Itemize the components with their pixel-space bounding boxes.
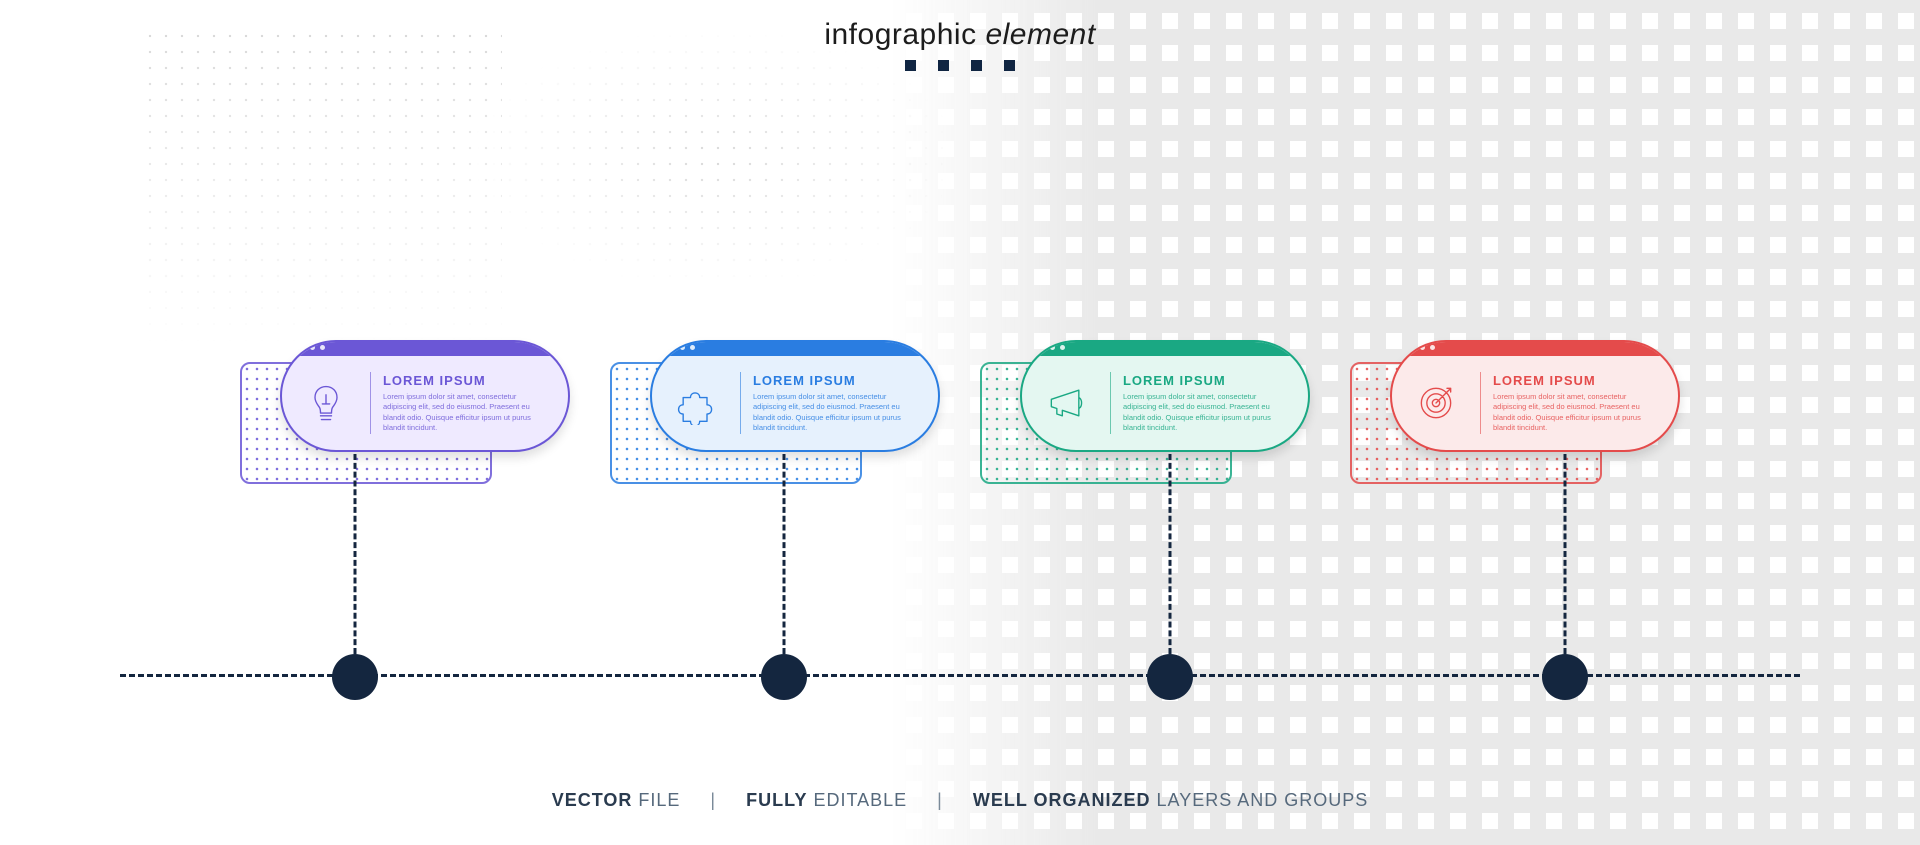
step-text: LOREM IPSUM Lorem ipsum dolor sit amet, c…: [383, 373, 550, 433]
footer-light: EDITABLE: [813, 790, 907, 810]
title-italic: element: [985, 18, 1095, 51]
timeline-connector: [354, 454, 357, 654]
step-card: LOREM IPSUM Lorem ipsum dolor sit amet, c…: [240, 340, 570, 490]
lightbulb-icon: [294, 371, 358, 435]
page-title: infographic element: [0, 18, 1920, 52]
window-dots: [1410, 345, 1435, 350]
footer-bold: VECTOR: [552, 790, 633, 810]
window-dots: [670, 345, 695, 350]
timeline-node: [761, 654, 807, 700]
footer-tags: VECTOR FILE | FULLY EDITABLE | WELL ORGANIZE…: [0, 790, 1920, 811]
step-body: LOREM IPSUM Lorem ipsum dolor sit amet, c…: [652, 356, 938, 450]
page-header: infographic element: [0, 18, 1920, 71]
step-pill: LOREM IPSUM Lorem ipsum dolor sit amet, c…: [1020, 340, 1310, 452]
step-pill: LOREM IPSUM Lorem ipsum dolor sit amet, c…: [1390, 340, 1680, 452]
step-desc: Lorem ipsum dolor sit amet, consectetur …: [753, 392, 920, 433]
timeline-node: [1542, 654, 1588, 700]
step-card: LOREM IPSUM Lorem ipsum dolor sit amet, c…: [980, 340, 1310, 490]
step-label: LOREM IPSUM: [753, 373, 920, 388]
step-pill: LOREM IPSUM Lorem ipsum dolor sit amet, c…: [280, 340, 570, 452]
steps-row: LOREM IPSUM Lorem ipsum dolor sit amet, c…: [0, 340, 1920, 490]
step-desc: Lorem ipsum dolor sit amet, consectetur …: [1493, 392, 1660, 433]
title-plain: infographic: [824, 18, 976, 51]
step-body: LOREM IPSUM Lorem ipsum dolor sit amet, c…: [1392, 356, 1678, 450]
footer-light: FILE: [638, 790, 680, 810]
step-text: LOREM IPSUM Lorem ipsum dolor sit amet, c…: [753, 373, 920, 433]
step-text: LOREM IPSUM Lorem ipsum dolor sit amet, c…: [1123, 373, 1290, 433]
step-card: LOREM IPSUM Lorem ipsum dolor sit amet, c…: [1350, 340, 1680, 490]
step-label: LOREM IPSUM: [1493, 373, 1660, 388]
footer-light: LAYERS AND GROUPS: [1157, 790, 1369, 810]
step-card: LOREM IPSUM Lorem ipsum dolor sit amet, c…: [610, 340, 940, 490]
step-desc: Lorem ipsum dolor sit amet, consectetur …: [383, 392, 550, 433]
step-text: LOREM IPSUM Lorem ipsum dolor sit amet, c…: [1493, 373, 1660, 433]
window-dots: [300, 345, 325, 350]
timeline-connector: [782, 454, 785, 654]
footer-separator: |: [937, 790, 943, 810]
timeline-line: [120, 674, 1800, 677]
step-label: LOREM IPSUM: [383, 373, 550, 388]
footer-separator: |: [710, 790, 716, 810]
target-icon: [1404, 371, 1468, 435]
footer-bold: WELL ORGANIZED: [973, 790, 1151, 810]
step-divider: [1110, 372, 1111, 434]
step-divider: [1480, 372, 1481, 434]
title-decor-dots: [0, 60, 1920, 71]
timeline-node: [332, 654, 378, 700]
megaphone-icon: [1034, 371, 1098, 435]
step-divider: [370, 372, 371, 434]
background-dots: [142, 28, 502, 348]
step-body: LOREM IPSUM Lorem ipsum dolor sit amet, c…: [1022, 356, 1308, 450]
timeline-node: [1147, 654, 1193, 700]
step-pill: LOREM IPSUM Lorem ipsum dolor sit amet, c…: [650, 340, 940, 452]
window-dots: [1040, 345, 1065, 350]
timeline-connector: [1563, 454, 1566, 654]
timeline-connector: [1169, 454, 1172, 654]
step-divider: [740, 372, 741, 434]
footer-bold: FULLY: [746, 790, 807, 810]
puzzle-icon: [664, 371, 728, 435]
step-label: LOREM IPSUM: [1123, 373, 1290, 388]
step-desc: Lorem ipsum dolor sit amet, consectetur …: [1123, 392, 1290, 433]
step-body: LOREM IPSUM Lorem ipsum dolor sit amet, c…: [282, 356, 568, 450]
